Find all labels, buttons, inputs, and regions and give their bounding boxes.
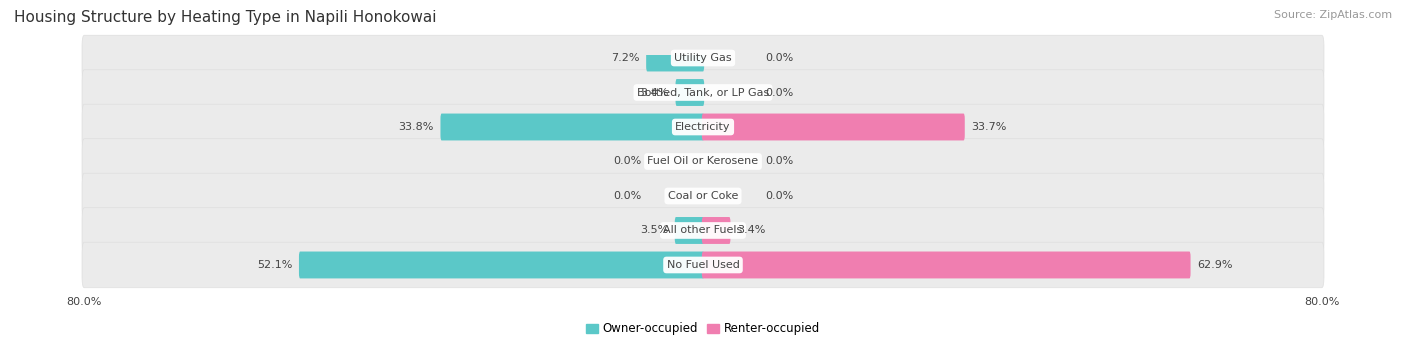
FancyBboxPatch shape bbox=[82, 242, 1324, 288]
FancyBboxPatch shape bbox=[440, 114, 704, 140]
Text: 33.8%: 33.8% bbox=[398, 122, 434, 132]
Text: Source: ZipAtlas.com: Source: ZipAtlas.com bbox=[1274, 10, 1392, 20]
Text: Housing Structure by Heating Type in Napili Honokowai: Housing Structure by Heating Type in Nap… bbox=[14, 10, 436, 25]
Text: 7.2%: 7.2% bbox=[612, 53, 640, 63]
Text: Electricity: Electricity bbox=[675, 122, 731, 132]
FancyBboxPatch shape bbox=[82, 70, 1324, 115]
Legend: Owner-occupied, Renter-occupied: Owner-occupied, Renter-occupied bbox=[581, 317, 825, 340]
Text: 3.4%: 3.4% bbox=[641, 88, 669, 98]
Text: Utility Gas: Utility Gas bbox=[675, 53, 731, 63]
Text: Fuel Oil or Kerosene: Fuel Oil or Kerosene bbox=[647, 157, 759, 166]
FancyBboxPatch shape bbox=[82, 139, 1324, 184]
FancyBboxPatch shape bbox=[299, 252, 704, 279]
FancyBboxPatch shape bbox=[675, 217, 704, 244]
Text: 0.0%: 0.0% bbox=[765, 191, 793, 201]
FancyBboxPatch shape bbox=[675, 79, 704, 106]
FancyBboxPatch shape bbox=[702, 114, 965, 140]
Text: All other Fuels: All other Fuels bbox=[664, 225, 742, 236]
Text: 62.9%: 62.9% bbox=[1197, 260, 1233, 270]
FancyBboxPatch shape bbox=[82, 35, 1324, 81]
Text: No Fuel Used: No Fuel Used bbox=[666, 260, 740, 270]
FancyBboxPatch shape bbox=[702, 217, 731, 244]
Text: Bottled, Tank, or LP Gas: Bottled, Tank, or LP Gas bbox=[637, 88, 769, 98]
FancyBboxPatch shape bbox=[647, 45, 704, 72]
Text: 33.7%: 33.7% bbox=[972, 122, 1007, 132]
Text: 0.0%: 0.0% bbox=[613, 191, 641, 201]
Text: 0.0%: 0.0% bbox=[765, 157, 793, 166]
Text: 0.0%: 0.0% bbox=[613, 157, 641, 166]
Text: 3.5%: 3.5% bbox=[640, 225, 668, 236]
Text: Coal or Coke: Coal or Coke bbox=[668, 191, 738, 201]
FancyBboxPatch shape bbox=[82, 104, 1324, 150]
FancyBboxPatch shape bbox=[702, 252, 1191, 279]
FancyBboxPatch shape bbox=[82, 173, 1324, 219]
Text: 52.1%: 52.1% bbox=[257, 260, 292, 270]
Text: 3.4%: 3.4% bbox=[737, 225, 765, 236]
FancyBboxPatch shape bbox=[82, 208, 1324, 253]
Text: 0.0%: 0.0% bbox=[765, 53, 793, 63]
Text: 0.0%: 0.0% bbox=[765, 88, 793, 98]
